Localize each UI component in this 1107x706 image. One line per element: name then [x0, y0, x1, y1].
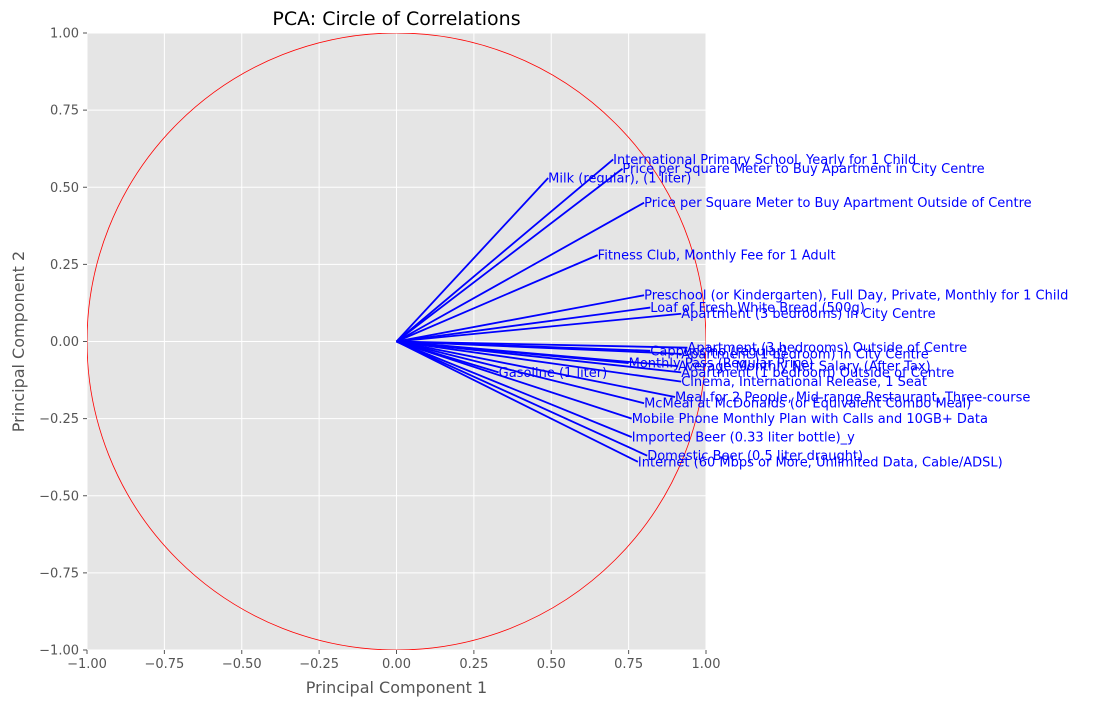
chart-title: PCA: Circle of Correlations [272, 8, 520, 30]
x-tick-label: −0.25 [299, 657, 339, 672]
x-tick-label: 0.25 [459, 657, 488, 672]
variable-label: Fitness Club, Monthly Fee for 1 Adult [598, 249, 836, 264]
loading-vector [396, 306, 651, 343]
variable-label: Meal for 2 People, Mid-range Restaurant,… [675, 391, 1030, 406]
loading-vector [396, 340, 648, 457]
variable-label: Imported Beer (0.33 liter bottle)_y [632, 431, 855, 446]
loading-vector [396, 340, 633, 438]
loading-vector [396, 312, 682, 343]
loading-vector [396, 340, 633, 420]
variable-label: Apartment (3 bedrooms) in City Centre [681, 307, 935, 322]
y-tick-label: 0.75 [50, 104, 79, 119]
variable-label: Cappuccino (regular) [650, 344, 787, 359]
y-axis-label: Principal Component 2 [9, 251, 28, 432]
y-tick-label: 0.50 [50, 181, 79, 196]
loading-vector [395, 158, 614, 343]
x-tick-label: 0.00 [382, 657, 411, 672]
y-tick-label: −0.25 [39, 412, 79, 427]
loading-vector [396, 340, 682, 355]
variable-label: International Primary School, Yearly for… [613, 153, 916, 168]
axis-ticks: −1.00 −0.75 −0.50 −0.25 0.00 0.25 0.50 0.75 1.00… [39, 27, 720, 673]
y-tick-label: 0.00 [50, 335, 79, 350]
variable-label: Average Monthly Net Salary (After Tax) [678, 360, 931, 375]
variable-label: Milk (regular), (1 liter) [548, 171, 691, 186]
y-tick-label: −0.75 [39, 566, 79, 581]
x-tick-label: 0.50 [537, 657, 566, 672]
loading-vector [396, 201, 645, 343]
loading-vector [395, 168, 623, 343]
y-tick-label: −0.50 [39, 489, 79, 504]
x-tick-label: −0.50 [222, 657, 262, 672]
variable-label: Domestic Beer (0.5 liter draught) [647, 449, 863, 464]
x-tick-label: 1.00 [692, 657, 721, 672]
variable-label: McMeal at McDonalds (or Equivalent Combo… [644, 397, 971, 412]
x-tick-label: −0.75 [144, 657, 184, 672]
x-tick-label: −1.00 [67, 657, 107, 672]
variable-label: Apartment (3 bedrooms) Outside of Centre [687, 341, 967, 356]
x-axis-label: Principal Component 1 [306, 678, 487, 697]
variable-label: Apartment (1 bedroom) Outside of Centre [681, 366, 954, 381]
loading-vector [396, 340, 682, 383]
loading-vector [396, 340, 645, 405]
y-tick-label: 1.00 [50, 27, 79, 42]
x-tick-label: 0.75 [614, 657, 643, 672]
loading-labels: International Primary School, Yearly for… [499, 153, 1069, 470]
loading-vectors [395, 158, 688, 463]
y-tick-label: 0.25 [50, 258, 79, 273]
variable-label: Preschool (or Kindergarten), Full Day, P… [644, 289, 1068, 304]
loading-vector [396, 254, 599, 343]
variable-label: Loaf of Fresh White Bread (500g) [650, 301, 865, 316]
variable-label: Internet (60 Mbps or More, Unlimited Dat… [638, 455, 1003, 470]
loading-vector [396, 340, 676, 398]
loading-vector [396, 340, 682, 374]
loading-vector [396, 340, 639, 463]
variable-label: Price per Square Meter to Buy Apartment … [644, 196, 1032, 211]
y-tick-label: −1.00 [39, 644, 79, 659]
variable-label: Price per Square Meter to Buy Apartment … [622, 162, 984, 177]
variable-label: Mobile Phone Monthly Plan with Calls and… [632, 412, 988, 427]
loading-vector [396, 294, 645, 343]
variable-label: Gasoline (1 liter) [499, 366, 608, 381]
variable-label: Apartment (1 bedroom) in City Centre [681, 347, 929, 362]
variable-label: Monthly Pass (Regular Price) [629, 357, 814, 372]
loading-vector [396, 340, 679, 368]
variable-label: Cinema, International Release, 1 Seat [681, 375, 927, 390]
loading-vector [395, 177, 549, 343]
